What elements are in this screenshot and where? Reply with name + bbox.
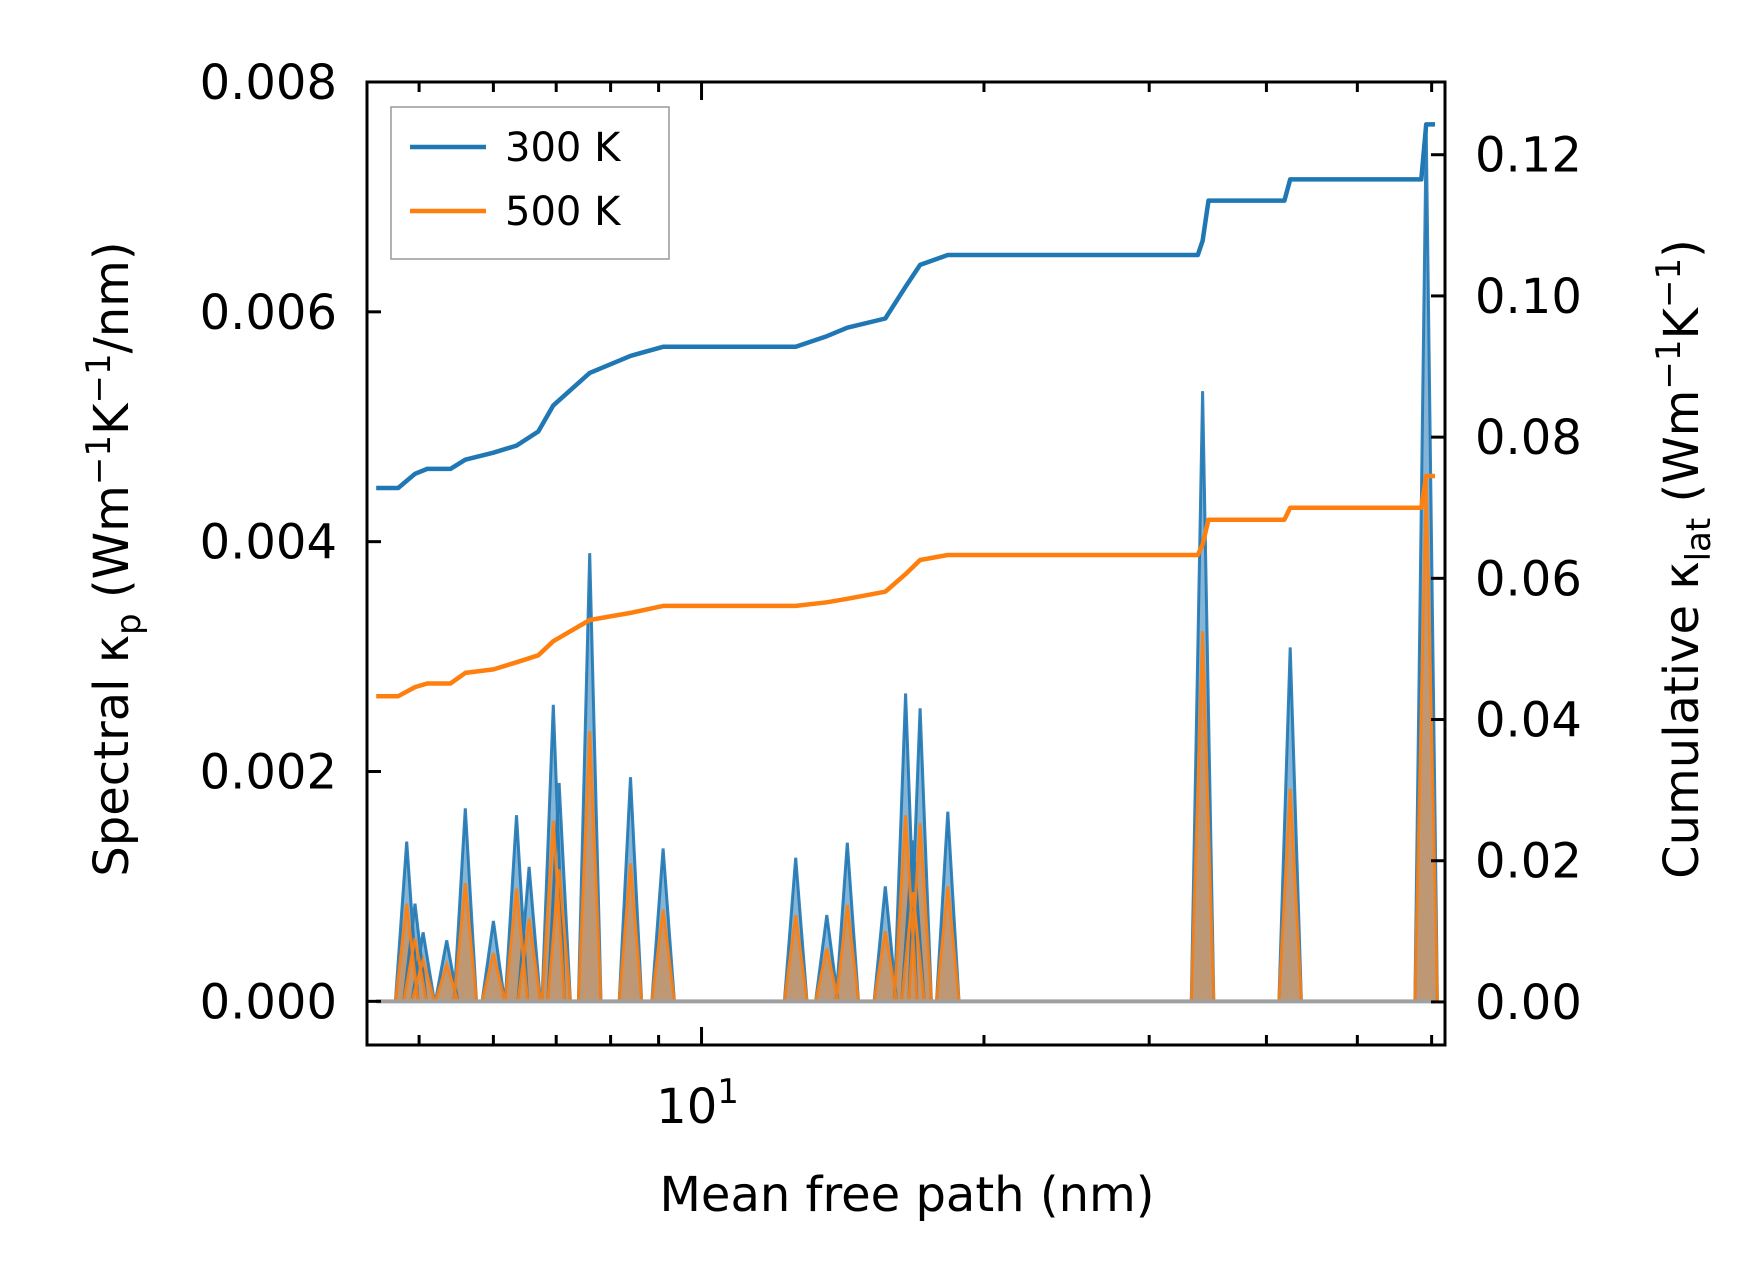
- right-y-tick-label: 0.00: [1475, 975, 1582, 1031]
- right-y-tick-label: 0.08: [1475, 410, 1582, 466]
- spectral-fill-500k: [376, 478, 1438, 1002]
- left-y-tick-label: 0.002: [200, 744, 337, 800]
- legend-label-300k: 300 K: [505, 125, 622, 171]
- legend-box: [390, 106, 670, 260]
- left-y-tick-label: 0.000: [200, 974, 337, 1030]
- legend-label-500k: 500 K: [505, 189, 622, 235]
- right-y-tick-label: 0.12: [1475, 128, 1582, 184]
- left-y-tick-label: 0.004: [200, 515, 337, 571]
- axes-frame: [365, 80, 1447, 1047]
- left-y-axis-label: Spectral κp (Wm−1K−1/nm): [79, 241, 149, 876]
- right-y-tick-label: 0.10: [1475, 269, 1582, 325]
- left-y-tick-label: 0.006: [200, 285, 337, 341]
- legend: 300 K 500 K: [390, 106, 670, 260]
- ticks: 0.000 0.002 0.004 0.006 0.008 0.00 0.02 0.04 0.0…: [200, 55, 1582, 1135]
- spectral-fill-overlap: [376, 478, 1438, 1002]
- cumulative-line-300k: [376, 122, 1435, 491]
- right-y-tick-label: 0.02: [1475, 834, 1582, 890]
- plot-area: [376, 122, 1439, 1004]
- x-tick-label: 101: [656, 1072, 739, 1135]
- right-y-axis-label: Cumulative κlat (Wm−1K−1): [1649, 239, 1719, 879]
- x-axis-label: Mean free path (nm): [660, 1167, 1155, 1223]
- right-y-tick-label: 0.04: [1475, 693, 1582, 749]
- left-y-tick-label: 0.008: [200, 55, 337, 111]
- cumulative-line-500k: [376, 473, 1435, 699]
- right-y-tick-label: 0.06: [1475, 551, 1582, 607]
